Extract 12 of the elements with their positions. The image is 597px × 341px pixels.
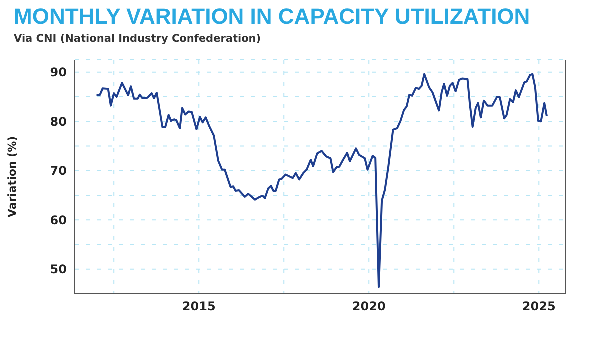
y-tick-label: 70 [50,164,67,178]
y-tick-label: 50 [50,262,67,277]
x-tick-label: 2025 [522,300,556,314]
y-tick-label: 60 [50,213,67,228]
y-tick-label: 80 [50,114,67,129]
y-axis-title: Variation (%) [6,136,19,218]
line-series [96,73,548,288]
x-tick-label: 2015 [182,300,216,314]
chart-title: MONTHLY VARIATION IN CAPACITY UTILIZATION [14,4,530,30]
y-tick-label: 90 [50,66,67,80]
x-tick-label: 2020 [352,300,386,314]
chart-subtitle: Via CNI (National Industry Confederation) [14,33,262,45]
